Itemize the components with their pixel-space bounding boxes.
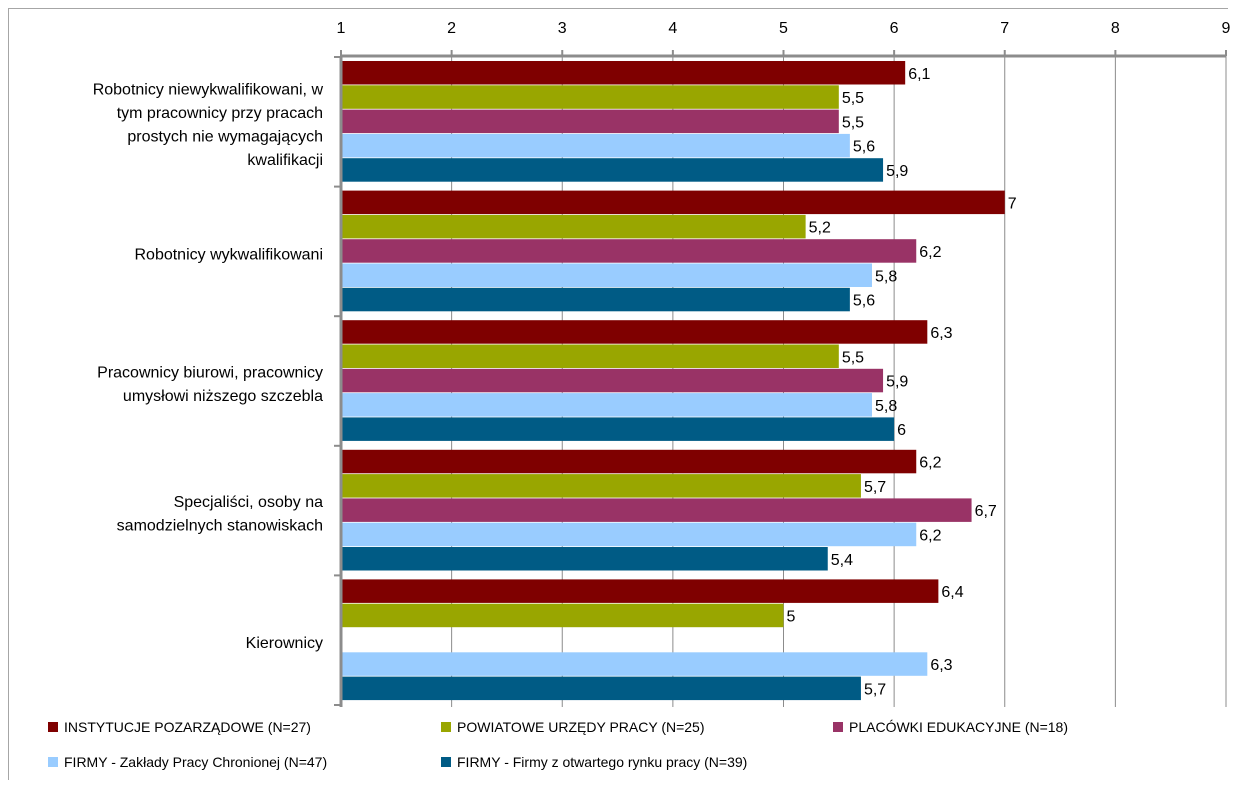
bar xyxy=(341,287,850,312)
data-label: 5,5 xyxy=(842,90,864,107)
data-label: 6,4 xyxy=(941,584,963,601)
bar xyxy=(341,263,872,287)
data-label: 6,3 xyxy=(930,657,952,674)
category-label-line: prostych nie wymagających xyxy=(127,129,323,146)
x-tick-label: 2 xyxy=(447,20,456,37)
legend-label: INSTYTUCJE POZARZĄDOWE (N=27) xyxy=(64,719,311,735)
legend-label: FIRMY - Firmy z otwartego rynku pracy (N… xyxy=(457,754,748,770)
category-label-line: Kierownicy xyxy=(246,635,323,652)
data-label: 5,5 xyxy=(842,114,864,131)
data-label: 6,2 xyxy=(919,527,941,544)
data-label: 5,7 xyxy=(864,479,886,496)
legend-swatch xyxy=(833,722,843,732)
data-label: 5,2 xyxy=(809,220,831,237)
legend-label: PLACÓWKI EDUKACYJNE (N=18) xyxy=(849,719,1068,735)
bar xyxy=(341,603,784,628)
data-label: 5,9 xyxy=(886,163,908,180)
bar xyxy=(341,214,806,239)
x-tick-label: 5 xyxy=(779,20,788,37)
data-label: 5,8 xyxy=(875,268,897,285)
legend-item: FIRMY - Zakłady Pracy Chronionej (N=47) xyxy=(48,754,327,770)
data-label: 5,6 xyxy=(853,139,875,156)
category-label: Kierownicy xyxy=(246,635,323,652)
bar xyxy=(341,85,839,109)
legend-swatch xyxy=(48,757,58,767)
category-label-line: Specjaliści, osoby na xyxy=(174,494,324,511)
bar xyxy=(341,158,884,182)
bar xyxy=(341,579,939,603)
bar xyxy=(341,652,928,676)
bar xyxy=(341,676,861,701)
data-label: 5,4 xyxy=(831,552,853,569)
bar xyxy=(341,474,861,498)
data-label: 5 xyxy=(787,608,796,625)
legend-item: INSTYTUCJE POZARZĄDOWE (N=27) xyxy=(48,719,311,735)
data-label: 5,9 xyxy=(886,374,908,391)
bar xyxy=(341,320,928,344)
data-label: 6,3 xyxy=(930,325,952,342)
category-label: Robotnicy wykwalifikowani xyxy=(134,246,323,263)
data-label: 7 xyxy=(1008,195,1017,212)
category-label: Robotnicy niewykwalifikowani, w tym praco… xyxy=(93,82,324,170)
category-label: Specjaliści, osoby na samodzielnych stano… xyxy=(117,494,323,534)
legend-swatch xyxy=(441,757,451,767)
bar xyxy=(341,547,828,571)
bar xyxy=(341,368,884,393)
bar xyxy=(341,109,839,134)
legend-item: POWIATOWE URZĘDY PRACY (N=25) xyxy=(441,719,705,735)
data-label: 6,2 xyxy=(919,244,941,261)
data-label: 5,6 xyxy=(853,293,875,310)
bar xyxy=(341,498,972,522)
x-tick-label: 3 xyxy=(558,20,567,37)
legend-swatch xyxy=(48,722,58,732)
data-label: 6,1 xyxy=(908,66,930,83)
bar xyxy=(341,522,917,547)
bar xyxy=(341,190,1005,215)
category-label: Pracownicy biurowi, pracownicy umysłowi n… xyxy=(97,364,323,405)
bar xyxy=(341,239,917,263)
legend-item: PLACÓWKI EDUKACYJNE (N=18) xyxy=(833,719,1068,735)
category-label-line: Pracownicy biurowi, pracownicy xyxy=(97,364,323,381)
bar xyxy=(341,393,872,417)
bar xyxy=(341,344,839,368)
data-label: 6,7 xyxy=(975,503,997,520)
category-label-line: umysłowi niższego szczebla xyxy=(123,388,323,405)
x-tick-label: 4 xyxy=(668,20,677,37)
legend-label: FIRMY - Zakłady Pracy Chronionej (N=47) xyxy=(64,754,328,770)
data-label: 5,8 xyxy=(875,398,897,415)
category-label-line: kwalifikacji xyxy=(247,152,323,169)
bar xyxy=(341,449,917,474)
legend-item: FIRMY - Firmy z otwartego rynku pracy (N… xyxy=(441,754,747,770)
bar xyxy=(341,133,850,158)
x-tick-label: 8 xyxy=(1111,20,1120,37)
category-label-line: Robotnicy niewykwalifikowani, w xyxy=(93,82,324,99)
bar xyxy=(341,417,895,441)
data-label: 5,5 xyxy=(842,349,864,366)
category-label-line: Robotnicy wykwalifikowani xyxy=(134,246,323,263)
category-label-line: samodzielnych stanowiskach xyxy=(117,517,323,534)
data-label: 5,7 xyxy=(864,681,886,698)
data-label: 6 xyxy=(897,422,906,439)
x-tick-label: 1 xyxy=(337,20,346,37)
legend-label: POWIATOWE URZĘDY PRACY (N=25) xyxy=(457,719,705,735)
category-label-line: tym pracownicy przy pracach xyxy=(117,105,323,122)
bar xyxy=(341,61,906,85)
x-tick-label: 6 xyxy=(890,20,899,37)
chart-frame xyxy=(8,8,1228,780)
legend-swatch xyxy=(441,722,451,732)
data-label: 6,2 xyxy=(919,455,941,472)
x-tick-label: 7 xyxy=(1000,20,1009,37)
x-tick-label: 9 xyxy=(1222,20,1231,37)
